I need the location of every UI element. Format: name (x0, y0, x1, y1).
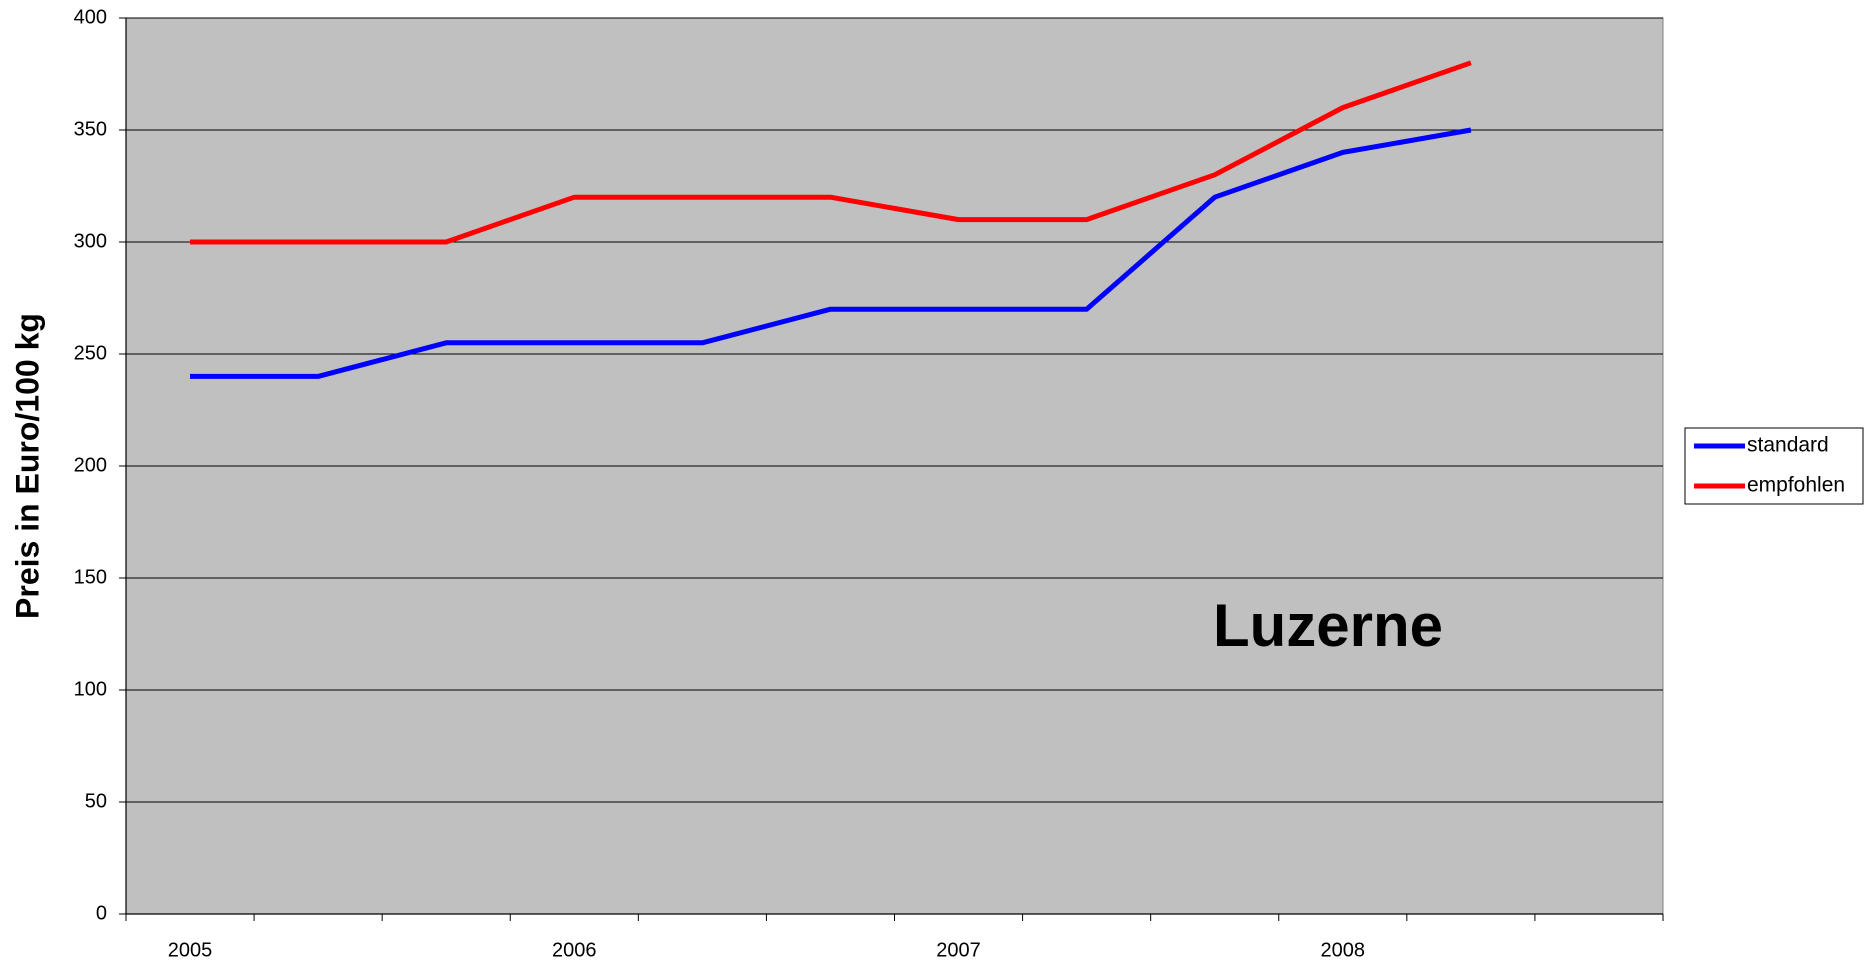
y-axis-label: Preis in Euro/100 kg (9, 313, 45, 619)
series-line (190, 60, 1472, 245)
legend-label: standard (1747, 434, 1829, 457)
y-tick-label: 150 (74, 566, 107, 588)
series-line (190, 127, 1472, 379)
y-tick-label: 250 (74, 342, 107, 364)
y-tick-label: 400 (74, 6, 107, 28)
y-tick-label: 0 (96, 902, 107, 924)
x-tick-label: 2007 (936, 939, 981, 961)
legend-label: empfohlen (1747, 474, 1845, 497)
x-tick-label: 2008 (1321, 939, 1366, 961)
legend-box (1684, 427, 1864, 505)
y-tick-label: 100 (74, 678, 107, 700)
y-tick-label: 50 (85, 790, 107, 812)
y-tick-label: 350 (74, 118, 107, 140)
annotation: Luzerne (1213, 592, 1443, 659)
x-tick-label: 2006 (552, 939, 597, 961)
y-tick-label: 300 (74, 230, 107, 252)
y-tick-label: 200 (74, 454, 107, 476)
x-tick-label: 2005 (168, 939, 213, 961)
